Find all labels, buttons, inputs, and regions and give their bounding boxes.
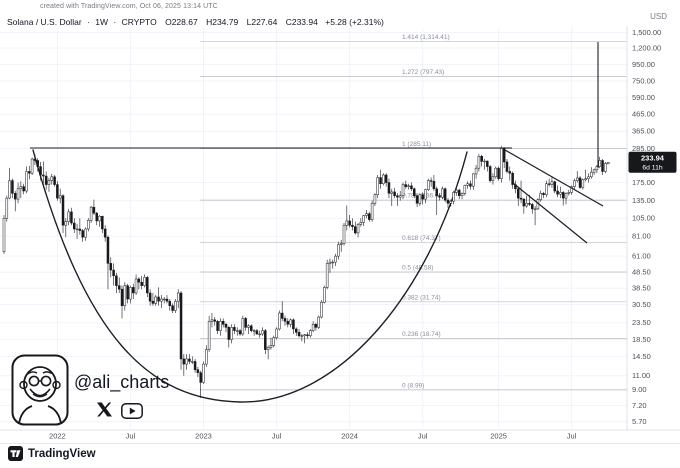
time-label: Jul	[567, 432, 577, 441]
channel-and-projection[interactable]	[504, 42, 604, 244]
time-label: 2025	[490, 432, 507, 441]
fib-level-label: 1.414 (1,314.41)	[402, 34, 450, 41]
time-label: Jul	[418, 432, 428, 441]
fib-level-label: 0.618 (74.37)	[402, 235, 441, 242]
candlestick-series	[2, 146, 610, 399]
price-label: 590.00	[632, 93, 655, 102]
price-label: 9.00	[632, 385, 647, 394]
cup-and-handle-drawing[interactable]	[30, 147, 512, 403]
price-label: 18.50	[632, 335, 651, 344]
ali-charts-avatar	[11, 354, 69, 426]
fib-level-label: 0.5 (48.58)	[402, 265, 433, 272]
x-twitter-icon[interactable]	[97, 402, 112, 417]
fib-extension[interactable]: 1.414 (1,314.41) 1.272 (797.43) 1 (285.11)…	[200, 34, 627, 391]
price-scale-currency[interactable]: USD	[650, 12, 667, 21]
price-scale[interactable]: 1,500.00 1,200.00 950.00 750.00 590.00 465.00…	[628, 28, 677, 426]
ohlc-close: C233.94	[285, 17, 318, 27]
last-price-value: 233.94	[641, 154, 665, 163]
price-label: 365.00	[632, 127, 655, 136]
fib-level-label: 1 (285.11)	[402, 141, 431, 148]
time-scale[interactable]: 2022 Jul 2023 Jul 2024 Jul 2025 Jul	[49, 432, 577, 441]
fib-level-label: 0.382 (31.74)	[402, 294, 441, 301]
price-label: 465.00	[632, 110, 655, 119]
footer-bar: TradingView	[8, 446, 96, 461]
price-label: 105.00	[632, 214, 655, 223]
ohlc-low: L227.64	[246, 17, 278, 27]
grid	[0, 28, 627, 428]
time-label: 2023	[195, 432, 212, 441]
price-label: 61.00	[632, 252, 651, 261]
price-label: 11.00	[632, 371, 650, 380]
price-label: 48.50	[632, 268, 651, 277]
time-label: Jul	[126, 432, 136, 441]
symbol-info-bar: Solana / U.S. Dollar · 1W · CRYPTO O228.…	[7, 17, 384, 27]
fib-level-label: 0 (8.99)	[402, 382, 424, 389]
price-label: 38.50	[632, 284, 651, 293]
price-label: 5.70	[632, 417, 647, 426]
price-label: 14.50	[632, 352, 651, 361]
price-label: 135.00	[632, 196, 655, 205]
bar-countdown: 6d 11h	[642, 165, 663, 172]
watermark-handle: @ali_charts	[74, 372, 170, 392]
price-label: 30.50	[632, 300, 651, 309]
ohlc-high: H234.79	[206, 17, 239, 27]
interval-label[interactable]: 1W	[95, 17, 108, 27]
time-label: Jul	[272, 432, 282, 441]
last-price-badge	[628, 151, 677, 173]
youtube-icon[interactable]	[121, 403, 143, 419]
price-label: 1,200.00	[632, 44, 661, 53]
ohlc-open: O228.67	[165, 17, 198, 27]
time-label: 2024	[341, 432, 358, 441]
symbol-name[interactable]: Solana / U.S. Dollar	[7, 17, 82, 27]
time-label: 2022	[49, 432, 66, 441]
exchange-label: CRYPTO	[121, 17, 157, 27]
created-note: created with TradingView.com, Oct 06, 20…	[40, 3, 218, 10]
price-label: 285.00	[632, 144, 655, 153]
price-label: 7.20	[632, 401, 647, 410]
price-label: 175.00	[632, 178, 655, 187]
price-label: 1,500.00	[632, 28, 661, 37]
separator: ·	[113, 17, 117, 27]
price-label: 23.50	[632, 318, 651, 327]
price-label: 750.00	[632, 76, 655, 85]
price-change: +5.28 (+2.31%)	[325, 17, 384, 27]
price-label: 81.00	[632, 232, 651, 241]
tradingview-brand[interactable]: TradingView	[28, 447, 96, 460]
fib-level-label: 1.272 (797.43)	[402, 69, 444, 76]
tradingview-logo-icon	[8, 446, 23, 461]
price-label: 950.00	[632, 60, 655, 69]
pane-borders	[0, 26, 680, 444]
fib-level-label: 0.236 (18.74)	[402, 331, 441, 338]
separator: ·	[87, 17, 90, 27]
